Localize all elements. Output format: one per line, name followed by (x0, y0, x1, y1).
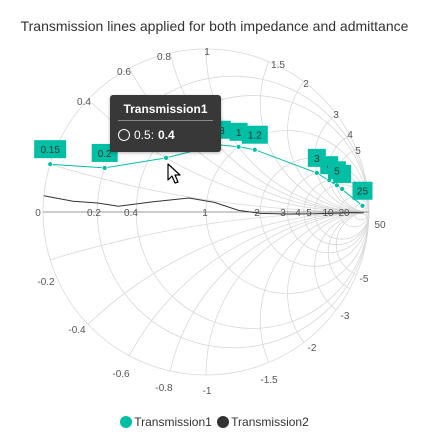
reactance-tick-label: 5 (355, 146, 361, 157)
reactance-arc (96, 211, 369, 375)
reactance-arc (259, 49, 369, 213)
reactance-tick-label: -1 (203, 386, 212, 397)
data-label-box (327, 161, 346, 180)
series-line-transmission2 (43, 195, 364, 215)
tooltip-title: Transmission1 (123, 102, 208, 116)
legend-swatch-icon (120, 416, 133, 428)
reactance-tick-label: -0.2 (37, 277, 55, 288)
data-label-text: 1.2 (248, 131, 262, 142)
reactance-arc (287, 211, 369, 375)
data-point-marker (313, 169, 320, 176)
resistance-tick-label: 20 (338, 208, 350, 219)
reactance-tick-label: 0.8 (157, 52, 171, 63)
data-label-text: 25 (357, 187, 369, 198)
data-point-marker (251, 146, 258, 153)
tooltip-separator-text: : (150, 128, 155, 142)
legend-swatch-icon (217, 416, 230, 428)
data-label-text: 0.2 (98, 149, 112, 160)
data-point-marker (359, 202, 366, 209)
tooltip: Transmission1 0.5 : 0.4 (110, 95, 221, 152)
reactance-tick-label: 4 (347, 130, 353, 141)
reactance-arc (287, 49, 369, 213)
chart-title: Transmission lines applied for both impe… (20, 18, 409, 34)
data-point-marker (163, 154, 169, 161)
data-label-text: 5 (334, 166, 340, 177)
legend-item-transmission1[interactable]: Transmission1 (120, 415, 212, 429)
data-label-text: 0.15 (40, 145, 60, 156)
resistance-tick-label: 50 (374, 220, 386, 231)
series-layer (43, 141, 366, 215)
tooltip-x-value: 0.5 (134, 128, 151, 142)
reactance-tick-label: 3 (333, 110, 339, 121)
reactance-tick-label: -5 (360, 274, 369, 285)
reactance-tick-label: 1.5 (271, 60, 285, 71)
data-label-text: 1 (236, 128, 242, 139)
tooltip-y-value: 0.4 (158, 128, 175, 142)
reactance-arc (205, 211, 369, 375)
reactance-tick-label: -3 (341, 311, 350, 322)
reactance-tick-label: -0.6 (112, 369, 130, 380)
data-label-box (241, 125, 268, 144)
data-point-marker (47, 161, 54, 168)
data-point-marker (101, 165, 108, 171)
reactance-tick-label: -0.4 (68, 325, 86, 336)
reactance-arc (327, 211, 369, 294)
reactance-arc (259, 211, 369, 375)
resistance-tick-label: 0 (35, 208, 41, 219)
reactance-tick-label: 0.4 (77, 97, 91, 108)
reactance-tick-label: 0.6 (117, 67, 131, 78)
legend-item-transmission2[interactable]: Transmission2 (217, 415, 309, 429)
reactance-tick-label: 1 (204, 47, 210, 58)
reactance-tick-label: -1.5 (260, 375, 278, 386)
tooltip-row: 0.5 : 0.4 (118, 128, 221, 142)
reactance-tick-label: -0.8 (155, 383, 173, 394)
data-label-box (352, 181, 373, 200)
reactance-tick-label: 2 (303, 79, 309, 90)
mouse-cursor-icon (167, 163, 181, 184)
legend: Transmission1 Transmission2 (0, 415, 429, 431)
resistance-tick-label: 1 (202, 208, 208, 219)
data-point-marker (235, 143, 242, 150)
resistance-tick-label: 0.4 (124, 208, 138, 219)
reactance-tick-label: -2 (308, 343, 317, 354)
data-point-marker (334, 182, 340, 189)
data-label-text: 3 (314, 154, 320, 165)
legend-label: Transmission2 (231, 415, 309, 429)
tooltip-marker-icon (118, 129, 130, 141)
data-label-box (34, 140, 67, 159)
tooltip-separator (118, 120, 213, 121)
resistance-tick-label: 0.2 (87, 208, 101, 219)
resistance-tick-label: 2 (254, 208, 260, 219)
data-point-marker (339, 186, 346, 192)
legend-label: Transmission1 (134, 415, 212, 429)
reactance-arc (164, 211, 369, 375)
